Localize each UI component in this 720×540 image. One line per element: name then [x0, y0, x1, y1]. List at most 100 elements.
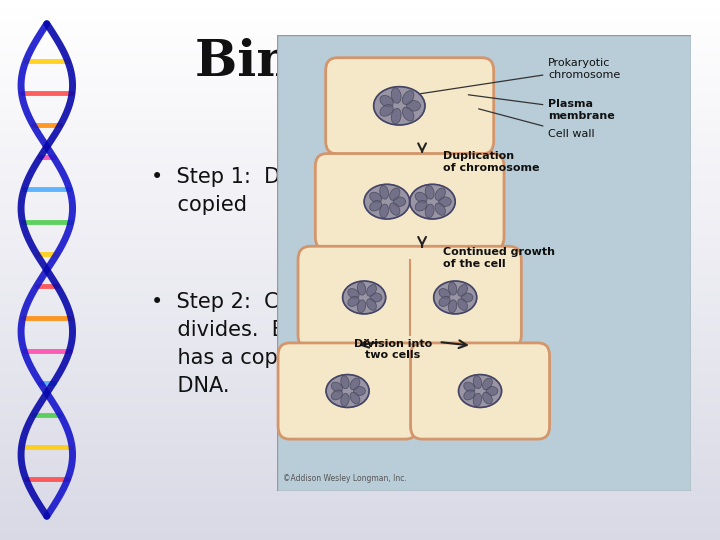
Bar	[0, 516, 720, 518]
Ellipse shape	[415, 200, 427, 211]
Bar	[0, 262, 720, 265]
Bar	[0, 437, 720, 440]
Bar	[0, 324, 720, 327]
Ellipse shape	[357, 282, 366, 295]
Bar	[0, 270, 720, 273]
Bar	[0, 138, 720, 140]
Ellipse shape	[391, 109, 401, 124]
Bar	[0, 364, 720, 367]
Bar	[0, 284, 720, 286]
Bar	[0, 410, 720, 413]
Ellipse shape	[331, 382, 343, 392]
Bar	[0, 54, 720, 57]
Bar	[0, 113, 720, 116]
Bar	[0, 321, 720, 324]
Bar	[0, 537, 720, 540]
Bar	[0, 146, 720, 148]
Bar	[0, 213, 720, 216]
Bar	[0, 205, 720, 208]
Bar	[0, 300, 720, 302]
Bar	[0, 524, 720, 526]
Bar	[0, 22, 720, 24]
Bar	[0, 521, 720, 524]
Bar	[0, 178, 720, 181]
Bar	[0, 256, 720, 259]
Bar	[0, 454, 720, 456]
Bar	[0, 451, 720, 454]
Bar	[0, 16, 720, 19]
Ellipse shape	[341, 393, 349, 406]
Bar	[0, 338, 720, 340]
Bar	[0, 219, 720, 221]
Ellipse shape	[435, 188, 446, 200]
Bar	[0, 49, 720, 51]
Bar	[0, 208, 720, 211]
Bar	[0, 535, 720, 537]
Ellipse shape	[458, 299, 467, 310]
Bar	[0, 116, 720, 119]
Bar	[0, 173, 720, 176]
Bar	[0, 494, 720, 497]
Bar	[0, 127, 720, 130]
Text: Cell wall: Cell wall	[479, 109, 595, 139]
Ellipse shape	[426, 204, 434, 218]
Bar	[0, 340, 720, 343]
Bar	[0, 505, 720, 508]
Bar	[0, 432, 720, 435]
Bar	[0, 359, 720, 362]
Bar	[0, 103, 720, 105]
Bar	[0, 200, 720, 202]
Bar	[0, 346, 720, 348]
Bar	[0, 467, 720, 470]
Bar	[0, 310, 720, 313]
Ellipse shape	[350, 378, 360, 390]
Ellipse shape	[379, 186, 389, 199]
Bar	[0, 319, 720, 321]
Bar	[0, 273, 720, 275]
Ellipse shape	[369, 192, 382, 202]
FancyBboxPatch shape	[278, 343, 417, 439]
Ellipse shape	[366, 299, 377, 310]
Ellipse shape	[464, 382, 475, 392]
Bar	[0, 397, 720, 400]
Bar	[0, 386, 720, 389]
Ellipse shape	[426, 186, 434, 199]
Bar	[0, 302, 720, 305]
Bar	[0, 478, 720, 481]
Bar	[0, 513, 720, 516]
Bar	[0, 462, 720, 464]
Bar	[0, 40, 720, 43]
Bar	[0, 235, 720, 238]
Ellipse shape	[354, 387, 365, 395]
Bar	[0, 472, 720, 475]
Ellipse shape	[364, 184, 410, 219]
Bar	[0, 446, 720, 448]
Text: Continued growth
of the cell: Continued growth of the cell	[443, 247, 555, 269]
Bar	[0, 227, 720, 229]
FancyBboxPatch shape	[277, 35, 691, 491]
Bar	[0, 97, 720, 100]
Bar	[0, 500, 720, 502]
Text: Binary Fission: Binary Fission	[195, 38, 597, 87]
Ellipse shape	[449, 282, 456, 295]
Bar	[0, 240, 720, 243]
Bar	[0, 348, 720, 351]
FancyBboxPatch shape	[325, 58, 494, 154]
Bar	[0, 186, 720, 189]
Bar	[0, 143, 720, 146]
Bar	[0, 532, 720, 535]
Bar	[0, 373, 720, 375]
Bar	[0, 8, 720, 11]
Bar	[0, 157, 720, 159]
Bar	[0, 362, 720, 364]
Bar	[0, 162, 720, 165]
Bar	[0, 122, 720, 124]
Ellipse shape	[435, 203, 446, 215]
Bar	[0, 24, 720, 27]
Bar	[0, 354, 720, 356]
Bar	[0, 329, 720, 332]
Bar	[0, 456, 720, 459]
Bar	[0, 405, 720, 408]
Ellipse shape	[380, 105, 393, 116]
Bar	[0, 140, 720, 143]
